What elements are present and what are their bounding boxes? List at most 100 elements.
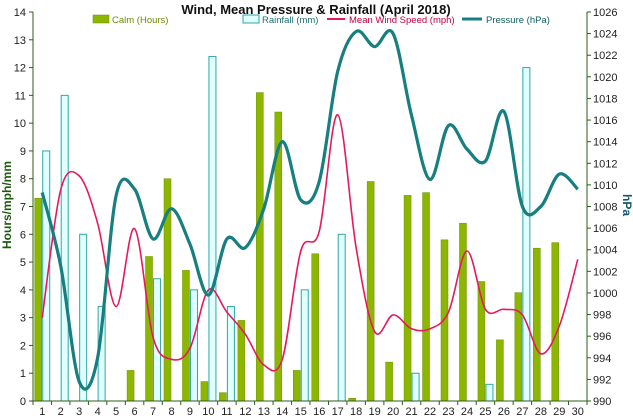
x-tick-label: 10 [202, 406, 214, 418]
right-tick-label: 1006 [593, 223, 617, 235]
calm-bar [459, 222, 467, 402]
x-tick-label: 14 [276, 406, 288, 418]
right-tick-label: 1024 [593, 29, 617, 41]
rainfall-bar [42, 150, 51, 402]
x-tick-label: 25 [479, 406, 491, 418]
rainfall-bar [300, 289, 309, 402]
pressure-line [40, 29, 579, 391]
calm-bar [219, 392, 227, 402]
calm-bar [293, 370, 301, 402]
legend-swatch-calm [92, 14, 110, 24]
x-tick-label: 18 [350, 406, 362, 418]
calm-bar [385, 361, 393, 402]
left-tick-label: 0 [20, 396, 26, 408]
right-tick-label: 990 [593, 396, 611, 408]
x-tick-label: 20 [387, 406, 399, 418]
right-tick-label: 1000 [593, 288, 617, 300]
legend-label-calm: Calm (Hours) [112, 15, 168, 26]
x-tick-label: 4 [95, 406, 101, 418]
left-tick-label: 10 [14, 118, 26, 130]
right-tick-label: 1026 [593, 7, 617, 19]
x-tick-label: 29 [553, 406, 565, 418]
left-tick-label: 4 [20, 285, 26, 297]
x-tick-label: 26 [498, 406, 510, 418]
wind-speed-line [41, 113, 579, 372]
calm-bar [403, 195, 412, 402]
x-tick-label: 13 [258, 406, 270, 418]
left-tick-label: 14 [14, 7, 26, 19]
legend-label-wind: Mean Wind Speed (mph) [349, 15, 455, 26]
calm-bar [126, 370, 135, 402]
left-tick-label: 6 [20, 229, 26, 241]
right-tick-label: 996 [593, 331, 611, 343]
x-tick-label: 17 [332, 406, 344, 418]
x-tick-label: 8 [168, 406, 174, 418]
right-tick-label: 992 [593, 374, 611, 386]
calm-bar [311, 253, 319, 402]
rainfall-bar [208, 55, 217, 402]
x-tick-label: 23 [442, 406, 454, 418]
x-tick-label: 19 [369, 406, 381, 418]
left-tick-label: 9 [20, 146, 26, 158]
x-tick-label: 9 [187, 406, 193, 418]
right-tick-label: 998 [593, 310, 611, 322]
series-lines [40, 29, 579, 391]
right-tick-label: 1022 [593, 50, 617, 62]
right-tick-label: 1018 [593, 93, 617, 105]
x-tick-label: 15 [295, 406, 307, 418]
calm-bar [514, 292, 523, 402]
left-tick-label: 11 [15, 90, 26, 102]
left-tick-label: 12 [14, 63, 26, 75]
x-tick-label: 3 [76, 406, 82, 418]
rainfall-bar [411, 372, 420, 402]
rainfall-bar [522, 67, 531, 402]
x-tick-label: 27 [516, 406, 528, 418]
legend-label-rainfall: Rainfall (mm) [262, 15, 318, 26]
x-tick-label: 12 [239, 406, 251, 418]
x-tick-label: 1 [39, 406, 45, 418]
y2-axis-label: hPa [620, 194, 633, 216]
x-tick-label: 5 [113, 406, 119, 418]
right-tick-label: 1016 [593, 115, 617, 127]
left-tick-label: 2 [20, 340, 26, 352]
right-tick-label: 1008 [593, 202, 617, 214]
left-tick-label: 7 [20, 202, 26, 214]
rainfall-bar [79, 233, 88, 402]
chart-title: Wind, Mean Pressure & Rainfall (April 20… [181, 2, 450, 17]
x-tick-label: 22 [424, 406, 436, 418]
calm-bars [34, 92, 560, 402]
x-tick-label: 21 [405, 406, 417, 418]
x-tick-label: 11 [221, 406, 232, 418]
right-axis-ticks: 990 992 994 996 998 1000 1002 1004 1006 1008 1010 1… [587, 7, 617, 408]
right-tick-label: 1002 [593, 266, 617, 278]
right-tick-label: 1004 [593, 245, 617, 257]
calm-bar [366, 181, 375, 402]
calm-bar [182, 270, 190, 402]
calm-bar [200, 381, 209, 402]
x-tick-label: 16 [313, 406, 325, 418]
right-tick-label: 1012 [593, 158, 617, 170]
calm-bar [533, 247, 541, 402]
calm-bar [440, 239, 449, 402]
calm-bar [551, 242, 560, 402]
left-tick-label: 5 [20, 257, 26, 269]
x-tick-label: 30 [572, 406, 584, 418]
rainfall-bar [337, 233, 346, 402]
legend-label-pressure: Pressure (hPa) [486, 15, 550, 26]
right-tick-label: 994 [593, 353, 611, 365]
left-tick-label: 1 [20, 368, 26, 380]
calm-bar [422, 192, 430, 402]
legend-swatch-rainfall [242, 14, 260, 24]
rainfall-bar [60, 94, 69, 402]
x-tick-label: 2 [58, 406, 64, 418]
rainfall-bar [485, 383, 494, 402]
x-axis-ticks: 1 2 3 4 5 6 7 8 9 10 11 12 13 14 15 16 17 18 19 20 21 22 23 24 2… [32, 401, 588, 418]
calm-bar [34, 197, 42, 402]
y-axis-label: Hours/mph/mm [0, 161, 14, 249]
x-tick-label: 28 [535, 406, 547, 418]
x-tick-label: 7 [150, 406, 156, 418]
right-tick-label: 1010 [593, 180, 617, 192]
right-tick-label: 1014 [593, 137, 617, 149]
